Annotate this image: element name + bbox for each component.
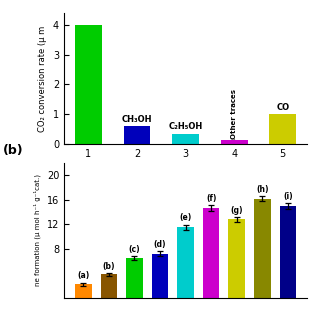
- Text: (b): (b): [103, 262, 115, 271]
- Text: (f): (f): [206, 194, 216, 203]
- Bar: [172, 133, 199, 144]
- Text: (a): (a): [77, 271, 90, 281]
- Bar: [254, 199, 271, 298]
- Text: (b): (b): [3, 144, 24, 156]
- Bar: [221, 140, 248, 144]
- Bar: [203, 208, 220, 298]
- Bar: [269, 114, 296, 144]
- Bar: [228, 220, 245, 298]
- Bar: [177, 227, 194, 298]
- Text: CO: CO: [276, 103, 289, 112]
- Bar: [280, 206, 296, 298]
- Y-axis label: CO₂ conversion rate (μ m: CO₂ conversion rate (μ m: [38, 25, 47, 132]
- X-axis label: Type of gas produced: Type of gas produced: [127, 164, 244, 174]
- Bar: [124, 126, 150, 144]
- Bar: [75, 25, 102, 144]
- Text: (h): (h): [256, 185, 268, 194]
- Bar: [152, 254, 168, 298]
- Text: Other traces: Other traces: [231, 89, 237, 139]
- Text: (c): (c): [129, 244, 140, 254]
- Text: (e): (e): [180, 213, 192, 222]
- Bar: [126, 258, 143, 298]
- Bar: [100, 274, 117, 298]
- Text: (g): (g): [230, 205, 243, 214]
- Bar: [75, 284, 92, 298]
- Text: CH₃OH: CH₃OH: [122, 115, 152, 124]
- Y-axis label: ne formation (μ mol h⁻¹ g⁻¹cat.): ne formation (μ mol h⁻¹ g⁻¹cat.): [34, 174, 41, 286]
- Text: C₂H₅OH: C₂H₅OH: [168, 123, 203, 132]
- Text: (d): (d): [154, 240, 166, 249]
- Text: (i): (i): [283, 192, 293, 201]
